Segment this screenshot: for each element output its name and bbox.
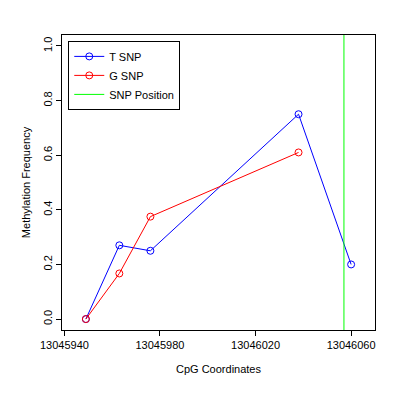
- svg-text:1.0: 1.0: [42, 37, 54, 52]
- svg-text:CpG Coordinates: CpG Coordinates: [176, 363, 261, 375]
- svg-text:13045940: 13045940: [40, 339, 89, 351]
- svg-text:13045980: 13045980: [135, 339, 184, 351]
- svg-text:0.4: 0.4: [42, 201, 54, 216]
- svg-text:T SNP: T SNP: [109, 51, 141, 63]
- svg-text:0.0: 0.0: [42, 310, 54, 325]
- svg-text:SNP Position: SNP Position: [109, 89, 174, 101]
- svg-text:Methylation Frequency: Methylation Frequency: [20, 126, 32, 238]
- svg-text:0.6: 0.6: [42, 146, 54, 161]
- svg-text:13046060: 13046060: [327, 339, 376, 351]
- svg-text:G SNP: G SNP: [109, 70, 143, 82]
- svg-text:13046020: 13046020: [231, 339, 280, 351]
- svg-text:0.2: 0.2: [42, 255, 54, 270]
- svg-text:0.8: 0.8: [42, 91, 54, 106]
